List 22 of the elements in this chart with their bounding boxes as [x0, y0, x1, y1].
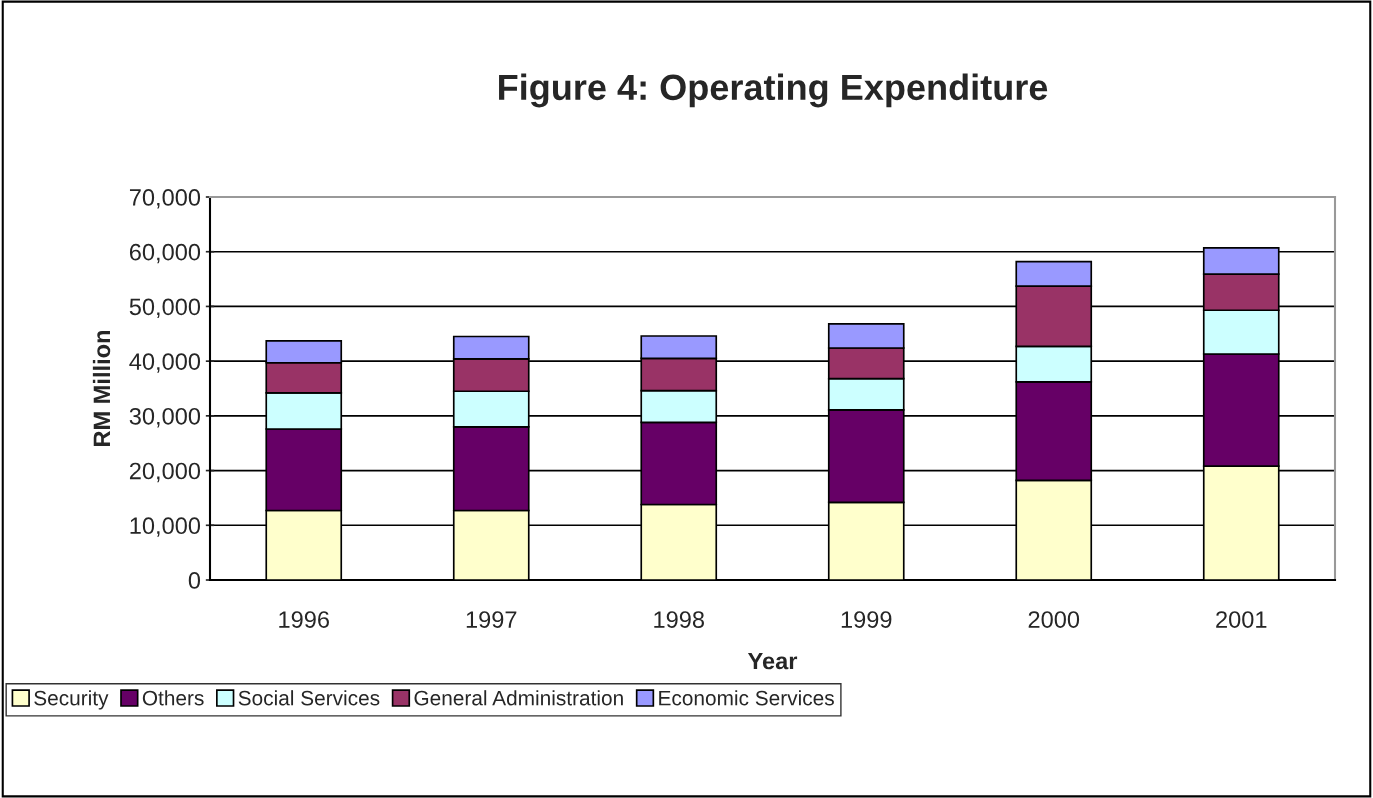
y-tick-label: 20,000 — [129, 462, 201, 483]
x-tick-label: 1997 — [466, 611, 517, 628]
y-tick-label: 70,000 — [129, 189, 201, 209]
x-tick-label: 2001 — [1216, 611, 1267, 628]
y-axis-title: RM Million — [92, 330, 111, 446]
y-tick-label: 40,000 — [129, 353, 201, 373]
x-tick-label: 1998 — [654, 611, 704, 628]
x-tick-label: 1999 — [841, 611, 892, 628]
y-tick-label: 10,000 — [130, 517, 201, 537]
y-tick-label: 30,000 — [129, 407, 201, 428]
x-tick-label: 2000 — [1028, 611, 1080, 628]
x-tick-label: 1996 — [279, 611, 329, 628]
legend-label: General Administration — [414, 690, 623, 706]
legend-label: Security — [34, 690, 109, 710]
chart-title: Figure 4: Operating Expenditure — [499, 73, 1048, 108]
x-axis-title: Year — [747, 652, 798, 670]
legend-label: Others — [142, 690, 204, 706]
legend-label: Social Services — [238, 690, 380, 706]
legend-label: Economic Services — [659, 690, 834, 706]
y-tick-label: 50,000 — [129, 298, 201, 319]
y-tick-label: 60,000 — [129, 243, 201, 264]
y-tick-label: 0 — [188, 572, 201, 589]
